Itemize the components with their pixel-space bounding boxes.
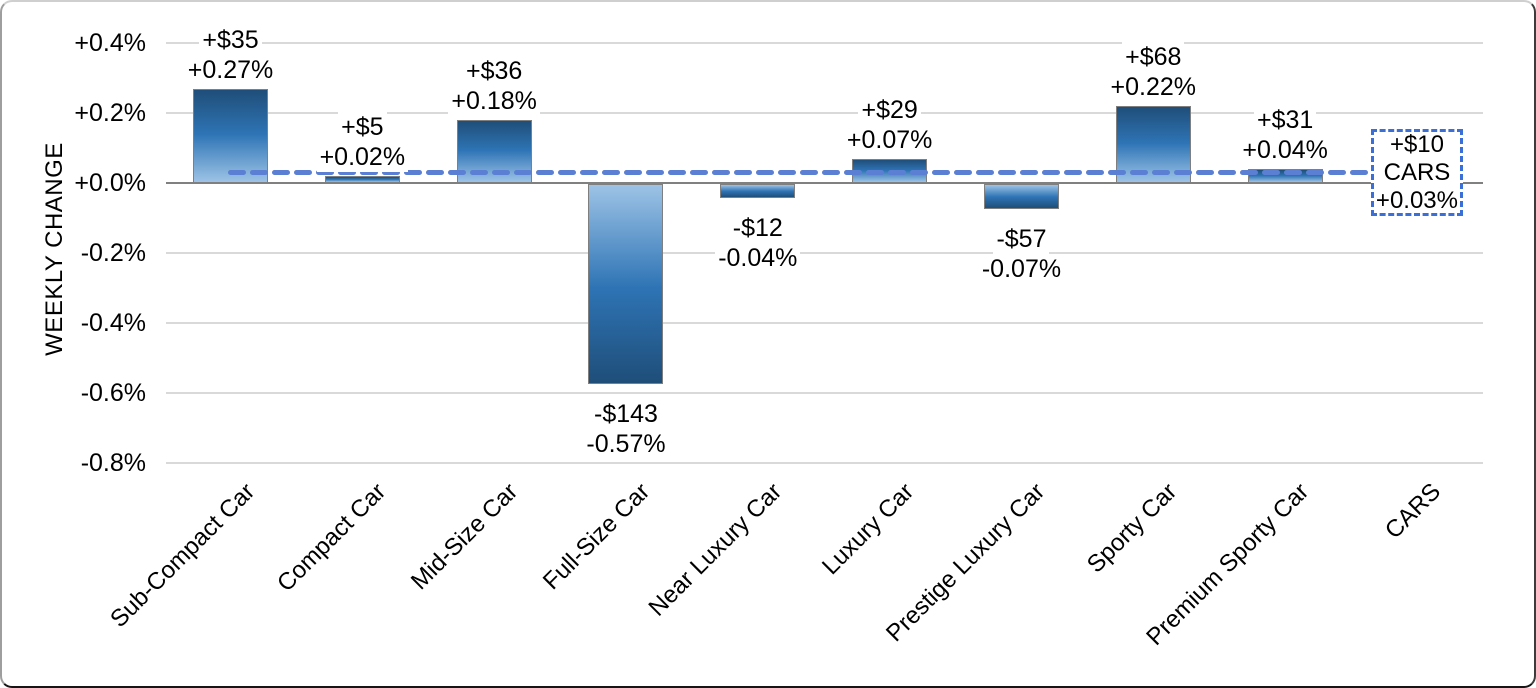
bar: [1247, 169, 1323, 183]
y-tick-label: +0.4%: [74, 29, 146, 57]
bar-pct-label: +0.04%: [1239, 135, 1331, 165]
bar: [588, 184, 664, 384]
bar-value-label: +$68 +0.22%: [1058, 42, 1248, 102]
bar-pct-label: +0.02%: [316, 142, 409, 172]
bar: [983, 184, 1059, 209]
x-category-label: Sporty Car: [1082, 478, 1183, 579]
bar: [324, 176, 400, 183]
gridline: [166, 392, 1483, 394]
y-tick-label: -0.8%: [80, 449, 146, 477]
gridline: [166, 42, 1483, 44]
cars-summary-box: +$10 CARS +0.03%: [1370, 129, 1463, 216]
bar-pct-label: +0.22%: [1107, 72, 1200, 102]
bar-value-label: +$5 +0.02%: [267, 112, 457, 172]
bar-usd-label: +$68: [1122, 42, 1185, 72]
bar-pct-label: +0.27%: [184, 54, 277, 85]
bar-value-label: -$57 -0.07%: [926, 223, 1116, 284]
x-category-label: Luxury Car: [816, 478, 919, 581]
bar-usd-label: +$35: [199, 24, 262, 55]
gridline: [166, 112, 1483, 114]
x-category-label: Full-Size Car: [537, 478, 656, 596]
y-tick-label: +0.0%: [74, 169, 146, 197]
bar-usd-label: -$143: [591, 398, 661, 429]
bar-usd-label: +$5: [338, 112, 387, 142]
bar-value-label: +$36 +0.18%: [399, 56, 589, 116]
gridline: [166, 462, 1483, 464]
bar-value-label: +$31 +0.04%: [1190, 105, 1380, 165]
x-category-label: CARS: [1379, 478, 1447, 545]
y-tick-label: -0.4%: [80, 309, 146, 337]
bar-value-label: +$35 +0.27%: [136, 24, 326, 85]
y-tick-label: -0.2%: [80, 239, 146, 267]
bar-pct-label: -0.04%: [715, 243, 801, 273]
x-category-label: Near Luxury Car: [643, 478, 787, 622]
bar-usd-label: +$29: [858, 94, 921, 125]
cars-box-pct: +0.03%: [1375, 186, 1458, 214]
bar-pct-label: -0.07%: [978, 253, 1065, 284]
x-category-label: Compact Car: [272, 478, 392, 598]
bar: [852, 158, 928, 183]
bar-value-label: +$29 +0.07%: [795, 94, 985, 155]
bar-pct-label: +0.18%: [448, 86, 540, 116]
bar-usd-label: +$31: [1253, 105, 1317, 135]
bar: [193, 88, 268, 183]
bar: [1115, 106, 1191, 183]
bar-value-label: -$143 -0.57%: [531, 398, 721, 459]
bar-pct-label: -0.57%: [583, 428, 669, 459]
zero-axis-line: [166, 182, 1483, 184]
gridline: [166, 252, 1483, 254]
y-tick-label: -0.6%: [80, 379, 146, 407]
bar-value-label: -$12 -0.04%: [663, 213, 853, 273]
y-tick-label: +0.2%: [74, 99, 146, 127]
bar: [720, 184, 796, 198]
bar-usd-label: -$57: [993, 223, 1050, 254]
cars-box-name: CARS: [1383, 158, 1451, 186]
bar-usd-label: -$12: [729, 213, 786, 243]
x-category-label: Sub-Compact Car: [104, 478, 260, 633]
gridline: [166, 322, 1483, 324]
bar: [456, 120, 532, 183]
x-category-label: Mid-Size Car: [406, 478, 524, 596]
bar-pct-label: +0.07%: [843, 124, 936, 155]
cars-box-usd: +$10: [1389, 130, 1444, 158]
bar-usd-label: +$36: [463, 56, 526, 86]
